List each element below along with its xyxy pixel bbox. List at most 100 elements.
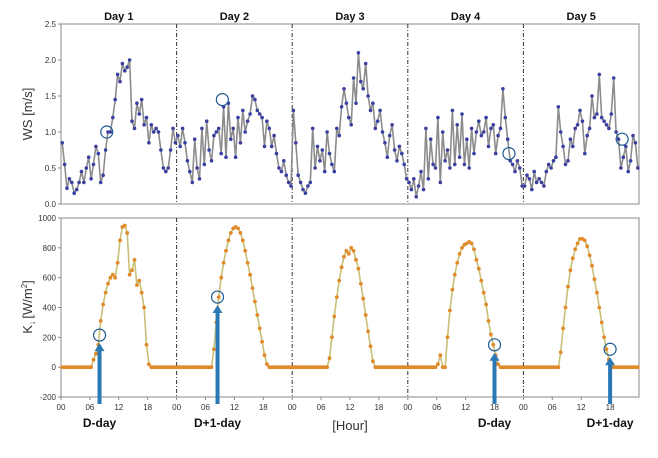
data-point [349, 245, 354, 250]
data-point [209, 365, 214, 370]
data-point [583, 151, 587, 156]
data-point [474, 257, 479, 262]
data-point [522, 184, 527, 188]
data-point [368, 344, 373, 349]
data-point [636, 166, 640, 170]
data-point [301, 187, 305, 192]
highlight-circle [215, 92, 229, 107]
data-point [525, 173, 529, 177]
data-point [631, 133, 635, 138]
data-point [253, 97, 257, 102]
data-point [72, 191, 76, 195]
data-point [245, 119, 250, 123]
event-labels: D-day D+1-day D-day D+1-day [83, 416, 634, 430]
data-point [385, 155, 390, 159]
data-point [633, 141, 638, 145]
data-point [476, 266, 481, 271]
data-point [303, 191, 308, 195]
data-point [530, 187, 534, 192]
data-point [330, 335, 334, 340]
k-series-points [60, 223, 640, 370]
data-point [351, 76, 356, 80]
data-point [465, 137, 469, 141]
data-point [421, 187, 426, 192]
data-point [337, 278, 342, 283]
data-point [286, 180, 291, 185]
highlight-circle [92, 328, 107, 342]
data-point [231, 126, 235, 131]
data-point [265, 362, 269, 367]
data-point [236, 226, 240, 231]
data-point [106, 281, 110, 286]
data-point [108, 275, 113, 280]
x-tick-label: 00 [519, 403, 528, 412]
data-point [135, 283, 139, 287]
data-point [354, 101, 358, 105]
data-point [467, 166, 472, 170]
data-point [91, 357, 96, 362]
data-point [257, 112, 262, 116]
data-point [626, 169, 630, 174]
data-point [554, 155, 558, 159]
data-point [590, 263, 594, 268]
data-point [113, 97, 117, 102]
event-label: D+1-day [194, 416, 241, 430]
data-point [219, 275, 224, 280]
data-point [450, 108, 455, 113]
data-point [363, 61, 368, 66]
x-tick-label: 12 [461, 403, 470, 412]
data-point [260, 115, 264, 120]
data-point [265, 119, 269, 123]
data-point [595, 112, 599, 116]
data-point [387, 133, 392, 138]
data-point [479, 133, 484, 138]
data-point [496, 362, 500, 367]
data-point [82, 180, 86, 185]
data-point [248, 272, 253, 277]
data-point [438, 180, 443, 185]
data-point [334, 295, 339, 299]
data-point [416, 184, 421, 188]
data-point [604, 123, 609, 127]
event-label: D-day [478, 416, 512, 430]
data-point [400, 151, 404, 156]
data-point [274, 151, 279, 156]
data-point [431, 162, 435, 167]
x-tick-label: 18 [143, 403, 152, 412]
data-point [568, 268, 573, 273]
data-point [611, 76, 616, 80]
data-point [455, 260, 460, 265]
data-point [561, 326, 565, 331]
data-point [599, 115, 604, 120]
data-point [474, 130, 479, 134]
data-point [67, 177, 72, 181]
data-point [621, 155, 626, 159]
x-tick-label: 18 [374, 403, 383, 412]
data-point [269, 144, 274, 149]
data-point [556, 105, 561, 109]
bottom-x-axis-ticks: 00 06 12 18 00 06 12 18 00 06 12 18 00 06 12 18 00 06 12 18 [57, 397, 615, 412]
data-point [563, 162, 568, 167]
data-point [212, 347, 216, 352]
data-point [609, 112, 614, 116]
data-point [568, 137, 573, 141]
top-y-tick-label: 2.5 [45, 20, 57, 29]
data-point [62, 162, 67, 167]
data-point [209, 159, 214, 163]
x-tick-label: 18 [490, 403, 499, 412]
data-point [122, 223, 127, 228]
data-point [137, 278, 142, 283]
data-point [450, 287, 455, 292]
data-point [132, 257, 137, 262]
data-point [65, 186, 69, 190]
data-point [373, 126, 378, 131]
data-point [436, 115, 440, 120]
data-point [380, 130, 385, 134]
bottom-day-dividers [176, 218, 524, 397]
data-point [267, 126, 272, 131]
data-point [243, 248, 248, 253]
data-point [294, 141, 298, 145]
data-point [291, 108, 296, 113]
data-point [575, 241, 580, 246]
